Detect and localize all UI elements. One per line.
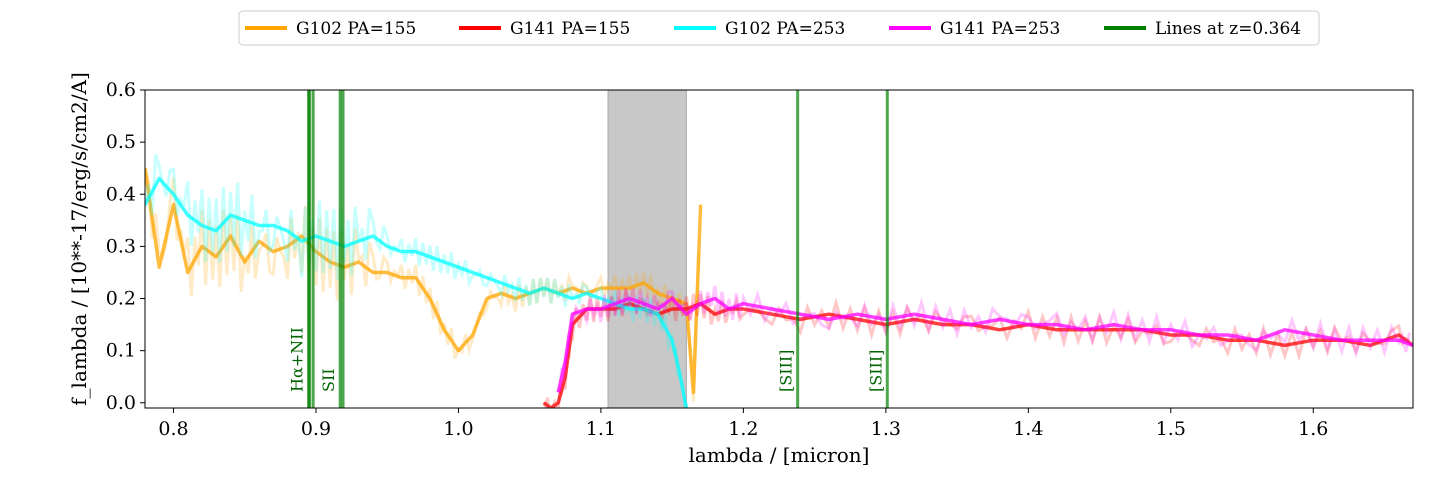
series-line-g141-pa-155 [542,301,1413,408]
series-line-g102-pa-253 [145,176,689,408]
emission-line-label: Hα+NII [288,327,307,392]
x-axis-ticks: 0.8 0.9 1.0 1.1 1.2 1.3 1.4 1.5 1.6 [158,408,1328,440]
x-tick-label: 0.9 [301,418,331,440]
series-noise-g141-pa-253 [557,285,1411,393]
line-annotations-layer: Hα+NII SII [SIII] [SIII] [288,327,886,392]
x-tick-label: 1.2 [728,418,758,440]
x-axis-label: lambda / [micron] [689,443,870,467]
x-tick-label: 1.1 [586,418,616,440]
emission-line-label: [SIII] [866,350,885,392]
series-line-g102-pa-155 [145,167,703,395]
y-tick-label: 0.0 [106,392,136,414]
x-tick-label: 1.0 [443,418,473,440]
y-tick-label: 0.2 [106,288,136,310]
legend-entry-label: G102 PA=253 [725,19,845,39]
x-tick-label: 0.8 [158,418,188,440]
y-axis-label: f_lambda / [10**-17/erg/s/cm2/A] [67,72,91,406]
x-tick-label: 1.5 [1156,418,1186,440]
y-tick-label: 0.4 [106,183,136,205]
legend-entry-label: G141 PA=253 [940,19,1060,39]
y-tick-label: 0.3 [106,235,136,257]
legend-entry-label: Lines at z=0.364 [1155,19,1301,39]
emission-line-label: SII [319,368,338,392]
shaded-region-layer [607,90,687,408]
x-tick-label: 1.6 [1298,418,1328,440]
y-tick-label: 0.6 [106,79,136,101]
plot-area: Hα+NII SII [SIII] [SIII] [145,90,1413,408]
emission-lines-layer [307,90,889,408]
legend-entry-label: G141 PA=155 [510,19,630,39]
legend-box [238,10,1320,46]
series-noise-g102-pa-253 [145,153,687,407]
legend: G102 PA=155 G141 PA=155 G102 PA=253 G141 PA… [238,10,1320,46]
emission-line-label: [SIII] [777,350,796,392]
legend-entry-label: G102 PA=155 [296,19,416,39]
y-tick-label: 0.5 [106,131,136,153]
shaded-region [607,90,687,408]
series-layer [145,153,1413,408]
y-tick-label: 0.1 [106,340,136,362]
x-tick-label: 1.3 [871,418,901,440]
y-axis-ticks: 0.0 0.1 0.2 0.3 0.4 0.5 0.6 [106,79,145,414]
x-tick-label: 1.4 [1013,418,1043,440]
plot-frame [144,89,1414,409]
